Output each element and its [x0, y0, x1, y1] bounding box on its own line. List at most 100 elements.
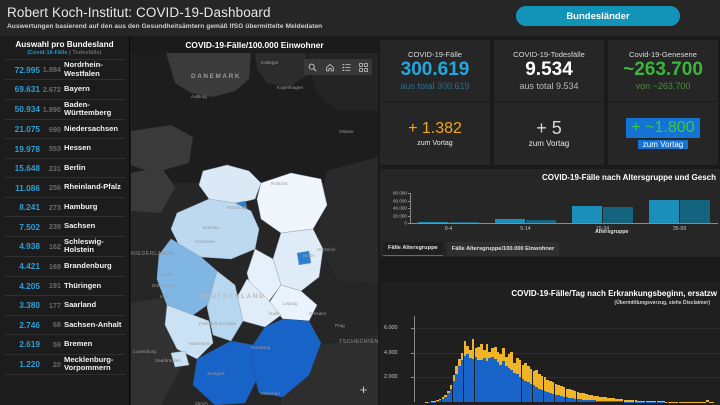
bundesland-row[interactable]: 4.421 169 Brandenburg	[4, 256, 125, 276]
daily-chart-bar[interactable]	[571, 390, 574, 402]
daily-chart-bar[interactable]	[433, 401, 436, 402]
daily-chart-bar[interactable]	[601, 397, 605, 402]
daily-chart-bar[interactable]	[449, 384, 453, 402]
daily-chart-bar[interactable]	[529, 368, 533, 402]
germany-choropleth-map[interactable]	[131, 53, 378, 405]
legend-icon[interactable]	[338, 59, 355, 75]
daily-chart-bar[interactable]	[507, 354, 511, 402]
daily-chart-bar[interactable]	[598, 396, 602, 402]
daily-chart-bar[interactable]	[651, 401, 654, 402]
daily-chart-bar[interactable]	[642, 400, 646, 402]
bundesland-row[interactable]: 72.995 1.884 Nordrhein-Westfalen	[4, 59, 125, 79]
age-chart-bar[interactable]	[525, 219, 556, 223]
daily-chart-bar[interactable]	[582, 393, 585, 402]
daily-chart-bar[interactable]	[560, 386, 563, 402]
daily-chart-bar[interactable]	[706, 400, 709, 402]
bundesland-row[interactable]: 50.934 1.890 Baden-Württemberg	[4, 98, 125, 119]
daily-chart-bar[interactable]	[590, 395, 594, 402]
bundesland-row[interactable]: 2.746 68 Sachsen-Anhalt	[4, 314, 125, 335]
daily-chart-bar[interactable]	[496, 351, 500, 402]
daily-chart-bar[interactable]	[656, 401, 660, 402]
daily-chart-bar[interactable]	[538, 373, 541, 402]
age-chart-plot[interactable]: 0 20.000 40.000 60.000 80.000 0-4 5-14 15-34 35-…	[380, 189, 720, 239]
daily-chart-bar[interactable]	[516, 357, 519, 402]
bundesland-row[interactable]: 21.075 690 Niedersachsen	[4, 118, 125, 139]
daily-chart-bar[interactable]	[640, 400, 643, 402]
daily-chart-bar[interactable]	[584, 394, 588, 402]
daily-chart-bar[interactable]	[455, 366, 458, 402]
home-icon[interactable]	[321, 59, 338, 75]
daily-chart-bar[interactable]	[441, 397, 445, 402]
daily-chart-bar[interactable]	[474, 347, 478, 402]
daily-chart-bar[interactable]	[606, 397, 610, 402]
daily-chart-bar[interactable]	[626, 399, 629, 402]
daily-chart-bar[interactable]	[460, 352, 464, 402]
daily-chart-bar[interactable]	[491, 347, 494, 402]
daily-chart-bar[interactable]	[480, 344, 483, 402]
daily-chart-bar[interactable]	[471, 339, 475, 402]
daily-chart-bar[interactable]	[551, 382, 555, 402]
daily-chart-bar[interactable]	[521, 365, 525, 402]
daily-chart-bar[interactable]	[579, 392, 582, 402]
daily-chart-bar[interactable]	[518, 360, 522, 402]
bundesland-row[interactable]: 3.380 177 Saarland	[4, 295, 125, 315]
bundesland-row[interactable]: 19.978 553 Hessen	[4, 138, 125, 158]
daily-chart-bar[interactable]	[645, 400, 649, 402]
daily-chart-bar[interactable]	[568, 389, 571, 402]
daily-chart-bar[interactable]	[659, 401, 662, 402]
daily-chart-bar[interactable]	[595, 396, 599, 402]
daily-chart-bar[interactable]	[532, 371, 536, 402]
bundesland-row[interactable]: 4.938 162 Schleswig-Holstein	[4, 235, 125, 256]
bundesland-row[interactable]: 4.205 191 Thüringen	[4, 275, 125, 296]
daily-chart-bar[interactable]	[510, 351, 514, 402]
daily-chart-bar[interactable]	[631, 400, 635, 402]
daily-chart-bar[interactable]	[576, 391, 580, 402]
daily-chart-bar[interactable]	[554, 383, 558, 402]
daily-chart-bar[interactable]	[477, 346, 480, 402]
bundeslaender-button[interactable]: Bundesländer	[516, 6, 680, 26]
daily-chart-bar[interactable]	[634, 400, 638, 402]
daily-chart-bar[interactable]	[430, 401, 434, 402]
daily-chart-bar[interactable]	[620, 399, 624, 402]
daily-chart-bar[interactable]	[463, 340, 467, 402]
age-chart-tab[interactable]: Fälle Altersgruppe/100.000 Einwohner	[446, 241, 560, 256]
map-toolbar[interactable]	[304, 59, 372, 75]
daily-chart-bar[interactable]	[612, 398, 616, 402]
daily-chart-bar[interactable]	[540, 376, 544, 402]
daily-chart-bar[interactable]	[565, 388, 569, 402]
bundesland-row[interactable]: 1.220 20 Mecklenburg-Vorpommern	[4, 353, 125, 375]
daily-chart-bar[interactable]	[604, 397, 607, 402]
daily-chart-bar[interactable]	[444, 395, 447, 402]
daily-chart-bar[interactable]	[466, 345, 469, 402]
age-chart-bar[interactable]	[602, 206, 633, 223]
daily-chart-bar[interactable]	[488, 351, 492, 402]
daily-chart-bar[interactable]	[469, 350, 472, 402]
basemap-icon[interactable]	[355, 59, 372, 75]
daily-chart-bar[interactable]	[653, 401, 657, 402]
daily-chart-bar[interactable]	[485, 344, 489, 402]
daily-chart-bar[interactable]	[637, 400, 640, 402]
age-chart-bar[interactable]	[448, 222, 479, 223]
age-chart-tabs[interactable]: Fälle Altersgruppe Fälle Altersgruppe/100…	[380, 240, 720, 257]
daily-chart-bar[interactable]	[648, 401, 651, 402]
daily-chart-bar[interactable]	[482, 350, 486, 402]
daily-chart-bar[interactable]	[593, 395, 596, 402]
daily-chart-bar[interactable]	[587, 394, 591, 402]
age-chart-bar[interactable]	[679, 200, 710, 223]
daily-chart-bar[interactable]	[504, 356, 508, 402]
daily-chart-bar[interactable]	[557, 384, 560, 402]
daily-chart-bar[interactable]	[502, 347, 505, 402]
daily-chart-bar[interactable]	[493, 346, 497, 402]
daily-chart-bar[interactable]	[513, 362, 516, 402]
daily-chart-bar[interactable]	[618, 399, 621, 402]
bundesland-row[interactable]: 11.086 256 Rheinland-Pfalz	[4, 177, 125, 197]
age-chart-bar[interactable]	[648, 200, 679, 223]
bundesland-row[interactable]: 8.241 273 Hamburg	[4, 196, 125, 217]
daily-chart-bar[interactable]	[546, 379, 549, 402]
daily-chart-bar[interactable]	[458, 359, 461, 402]
daily-chart-bar[interactable]	[524, 362, 527, 402]
age-chart-bar[interactable]	[494, 219, 525, 223]
age-chart-bar[interactable]	[417, 222, 448, 223]
daily-chart-bar[interactable]	[535, 370, 538, 402]
daily-chart-bar[interactable]	[527, 366, 530, 402]
